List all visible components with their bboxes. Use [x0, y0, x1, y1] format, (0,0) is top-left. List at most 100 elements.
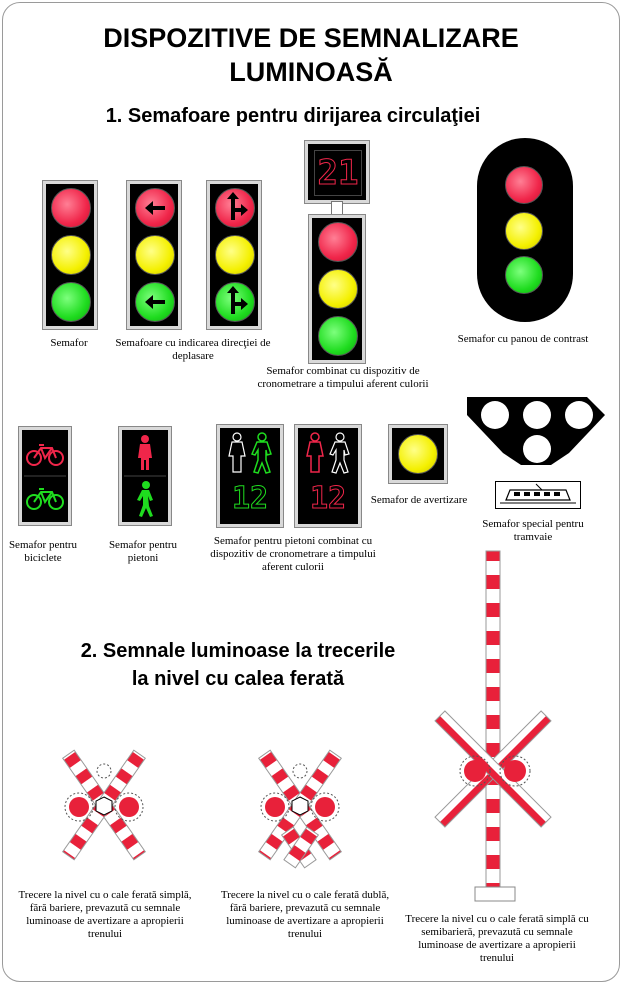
caption-biciclete: Semafor pentru biciclete	[3, 539, 83, 565]
caption-line: biciclete	[24, 552, 62, 564]
red-flashing-lamp	[119, 797, 139, 817]
caption-combinat: Semafor combinat cu dispozitiv de cronom…	[243, 365, 443, 391]
yellow-lamp	[135, 235, 175, 275]
caption-line: luminoase de avertizare a apropierii	[26, 915, 184, 927]
title-line-1: DISPOZITIVE DE SEMNALIZARE	[103, 23, 519, 53]
caption-line: Trecere la nivel cu o cale ferată simplă…	[18, 889, 192, 901]
white-lamp	[523, 401, 551, 429]
caption-line: semibarieră, prevazută cu semnale	[421, 926, 573, 938]
tram-traffic-light	[467, 397, 605, 465]
caption-line: Trecere la nivel cu o cale ferată dublă,	[220, 889, 390, 901]
caption-line: luminoase de avertizare a apropierii	[418, 939, 576, 951]
section1-heading: 1. Semafoare pentru dirijarea circulaţie…	[105, 105, 481, 127]
traffic-light-standard	[43, 181, 97, 329]
yellow-lamp	[51, 235, 91, 275]
caption-line: trenului	[287, 928, 323, 940]
caption-dubla: Trecere la nivel cu o cale ferată dublă,…	[207, 889, 403, 941]
caption-line: pietoni	[127, 552, 159, 564]
white-lamp	[565, 401, 593, 429]
red-lamp	[51, 188, 91, 228]
caption-line: Trecere la nivel cu o cale ferată simplă…	[405, 913, 589, 925]
section2-heading: 2. Semnale luminoase la trecerile la niv…	[3, 637, 473, 693]
green-arrow-lamp	[135, 282, 175, 322]
caption-semibariera: Trecere la nivel cu o cale ferată simplă…	[389, 913, 605, 965]
caption-line: Semafor pentru	[108, 539, 178, 551]
caption-tramvaie: Semafor special pentru tramvaie	[463, 518, 603, 544]
traffic-light-left-arrow	[127, 181, 181, 329]
red-flashing-lamp	[315, 797, 335, 817]
caption-line: Semafor special pentru	[482, 518, 584, 530]
pedestrian-traffic-light	[119, 427, 171, 525]
caption-line: trenului	[479, 952, 515, 964]
title-line-2: LUMINOASĂ	[229, 57, 393, 87]
white-lamp	[523, 435, 551, 463]
green-lamp	[318, 316, 358, 356]
caption-line: dispozitiv de cronometrare a timpului	[210, 548, 376, 560]
caption-line: Semafor pentru pietoni combinat cu	[213, 535, 373, 547]
up-right-arrow-icon	[227, 286, 248, 314]
caption-line: deplasare	[172, 350, 214, 362]
tram-icon	[500, 483, 576, 504]
left-arrow-icon	[145, 201, 165, 215]
caption-directie: Semafoare cu indicarea direcţiei de depl…	[103, 337, 283, 363]
railway-cross-double	[258, 749, 342, 869]
bicycle-icon	[24, 444, 66, 510]
pedestrian-timer-light-green: 12	[217, 425, 283, 527]
pedestrian-icon	[124, 435, 166, 517]
caption-line: fără bariere, prevazută cu semnale	[29, 902, 181, 914]
barrier-pole	[485, 550, 501, 892]
green-arrow-lamp	[215, 282, 255, 322]
red-flashing-lamp	[464, 760, 486, 782]
page-title: DISPOZITIVE DE SEMNALIZARE LUMINOASĂ	[3, 21, 619, 89]
pedestrian-pair-icon	[306, 432, 350, 474]
caption-line: luminoase de avertizare a apropierii	[226, 915, 384, 927]
caption-panou: Semafor cu panou de contrast	[457, 333, 589, 345]
up-right-arrow-icon	[227, 192, 248, 220]
heading-line: 2. Semnale luminoase la trecerile	[80, 640, 396, 662]
left-arrow-icon	[145, 295, 165, 309]
bicycle-traffic-light	[19, 427, 71, 525]
caption-simpla: Trecere la nivel cu o cale ferată simplă…	[7, 889, 203, 941]
traffic-light-combined	[309, 215, 365, 363]
pedestrian-timer-light-red: 12	[295, 425, 361, 527]
warning-traffic-light	[389, 425, 447, 483]
green-lamp	[505, 256, 543, 294]
red-flashing-lamp	[504, 760, 526, 782]
caption-line: Semafor pentru	[8, 539, 78, 551]
railway-cross-single	[62, 749, 146, 861]
caption-line: aferent culorii	[262, 561, 324, 573]
ped-timer-digits: 12	[309, 481, 347, 517]
caption-pietoni-cronometru: Semafor pentru pietoni combinat cu dispo…	[193, 535, 393, 574]
red-arrow-lamp	[215, 188, 255, 228]
yellow-lamp	[505, 212, 543, 250]
traffic-light-up-right-arrow	[207, 181, 261, 329]
pedestrian-pair-icon	[228, 432, 272, 474]
caption-line: cronometrare a timpului aferent culorii	[257, 378, 429, 390]
red-lamp	[505, 166, 543, 204]
timer-display-panel: 21	[305, 141, 369, 203]
heading-line: la nivel cu calea ferată	[131, 668, 345, 690]
tram-plate	[495, 481, 581, 509]
red-lamp	[318, 222, 358, 262]
yellow-lamp	[215, 235, 255, 275]
pole-base	[474, 886, 516, 902]
red-flashing-lamp	[265, 797, 285, 817]
yellow-lamp	[398, 434, 438, 474]
ped-timer-digits: 12	[231, 481, 269, 517]
railway-barrier-pole	[434, 550, 552, 902]
yellow-lamp	[318, 269, 358, 309]
caption-line: Semafoare cu indicarea direcţiei de	[115, 337, 271, 349]
caption-line: Semafor combinat cu dispozitiv de	[266, 365, 420, 377]
timer-digits: 21	[314, 150, 362, 196]
green-lamp	[51, 282, 91, 322]
caption-semafor: Semafor	[50, 337, 88, 349]
caption-line: tramvaie	[513, 531, 553, 543]
caption-line: fără bariere, prevazută cu semnale	[229, 902, 381, 914]
caption-line: trenului	[87, 928, 123, 940]
red-arrow-lamp	[135, 188, 175, 228]
red-flashing-lamp	[69, 797, 89, 817]
caption-pietoni: Semafor pentru pietoni	[103, 539, 183, 565]
contrast-panel-traffic-light	[477, 138, 573, 322]
caption-avertizare: Semafor de avertizare	[370, 494, 468, 506]
